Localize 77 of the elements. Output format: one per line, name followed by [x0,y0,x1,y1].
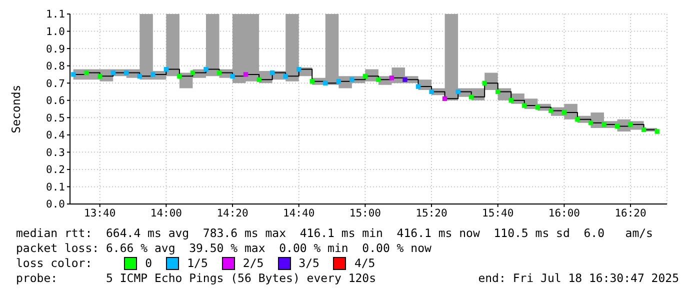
point [522,103,527,108]
point [270,70,275,76]
x-tick-label: 14:20 [216,207,248,220]
y-tick-label: 0.0 [46,198,65,211]
legend-label: 2/5 [242,256,264,271]
y-tick-label: 1.1 [46,8,65,21]
point [562,110,567,115]
y-axis-title: Seconds [9,84,24,134]
y-tick-label: 0.9 [46,43,65,56]
point [456,89,460,94]
point [243,72,248,77]
y-tick-label: 0.7 [46,78,65,90]
text: probe: 5 ICMP Echo Pings (56 Bytes) every 120s [16,271,376,286]
point [177,74,182,79]
point [137,74,142,79]
y-tick-label: 0.8 [46,60,65,73]
legend-label: 1/5 [187,256,208,271]
y-tick-label: 0.5 [46,112,65,124]
point [230,74,235,79]
point [442,96,448,101]
legend-title: loss color: [16,256,92,271]
x-tick-label: 15:00 [349,207,381,220]
point [164,66,169,72]
x-tick-label: 16:00 [548,207,580,220]
point [376,77,381,82]
point [283,74,288,79]
y-tick-label: 0.6 [46,95,65,108]
point [416,84,421,89]
text: median rtt: 664.4 ms avg 783.6 ms max 416.1 ms min 416.1 ms now 110.5 ms sd 6.0 am/s [16,226,654,241]
y-tick-label: 0.2 [46,164,65,176]
x-tick-label: 16:20 [614,207,646,220]
point [654,129,660,134]
y-tick-label: 0.4 [46,130,65,142]
point [641,127,646,132]
point [402,77,408,82]
point [124,70,129,76]
point [482,80,487,86]
point [362,74,368,79]
x-tick-label: 13:40 [84,207,116,220]
point [548,108,554,114]
point [389,76,394,80]
point [350,77,354,82]
legend-label: 4/5 [354,256,376,271]
point [614,124,620,129]
text: end: Fri Jul 18 16:30:47 2025 [478,271,679,286]
point [588,120,594,126]
point [98,74,102,79]
point [84,70,89,76]
y-tick-label: 0.3 [46,146,65,159]
x-tick-label: 14:00 [150,207,182,220]
point [508,98,514,103]
point [602,122,606,127]
x-tick-label: 14:40 [283,207,315,220]
point [575,117,580,122]
point [150,72,156,77]
point [70,72,76,77]
point [216,70,222,76]
y-tick-label: 0.1 [46,181,65,194]
point [204,66,208,72]
x-tick-label: 15:20 [416,207,448,220]
point [190,70,196,76]
point [323,80,328,86]
x-tick-label: 15:40 [482,207,514,220]
point [336,79,341,84]
point [496,89,500,94]
legend-label: 3/5 [298,256,320,271]
point [110,70,116,76]
point [628,122,633,127]
text: packet loss: 6.66 % avg 39.50 % max 0.00 % min 0.00 % now [16,241,432,256]
point [296,66,302,72]
legend-label: 0 [145,256,152,271]
point [256,77,262,82]
point [468,94,474,100]
point [429,89,434,94]
point [535,104,540,110]
y-tick-label: 1.0 [46,26,65,38]
point [310,79,314,84]
